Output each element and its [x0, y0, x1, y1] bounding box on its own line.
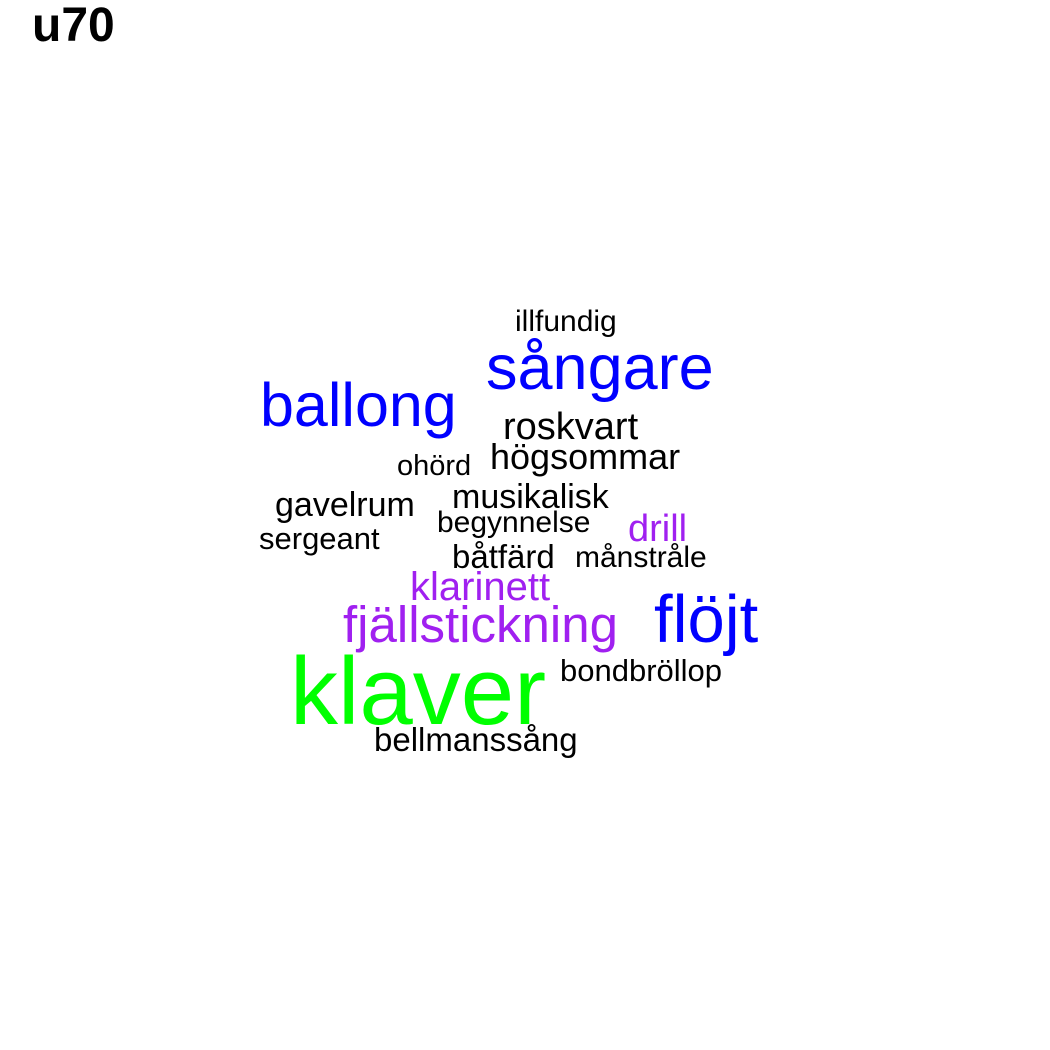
word-sergeant: sergeant	[259, 521, 380, 556]
word-manstrale: månstråle	[575, 541, 707, 574]
word-illfundig: illfundig	[515, 305, 617, 338]
word-ballong: ballong	[260, 371, 457, 439]
word-gavelrum: gavelrum	[275, 486, 415, 524]
word-flojt: flöjt	[654, 582, 759, 657]
word-bondbrollop: bondbröllop	[560, 653, 723, 688]
word-musikalisk: musikalisk	[452, 478, 609, 516]
word-begynnelse: begynnelse	[437, 506, 591, 539]
word-klaver: klaver	[290, 638, 547, 745]
word-roskvart: roskvart	[503, 406, 639, 448]
word-fjallstickning: fjällstickning	[343, 596, 618, 653]
word-bellmanssang: bellmanssång	[374, 721, 578, 758]
page-title: u70	[32, 0, 115, 52]
word-ohord: ohörd	[397, 450, 472, 482]
word-drill: drill	[628, 508, 688, 550]
word-batfard: båtfärd	[452, 538, 555, 575]
word-sangare: sångare	[486, 333, 714, 403]
word-klarinett: klarinett	[410, 565, 551, 609]
word-hogsommar: högsommar	[490, 436, 681, 477]
